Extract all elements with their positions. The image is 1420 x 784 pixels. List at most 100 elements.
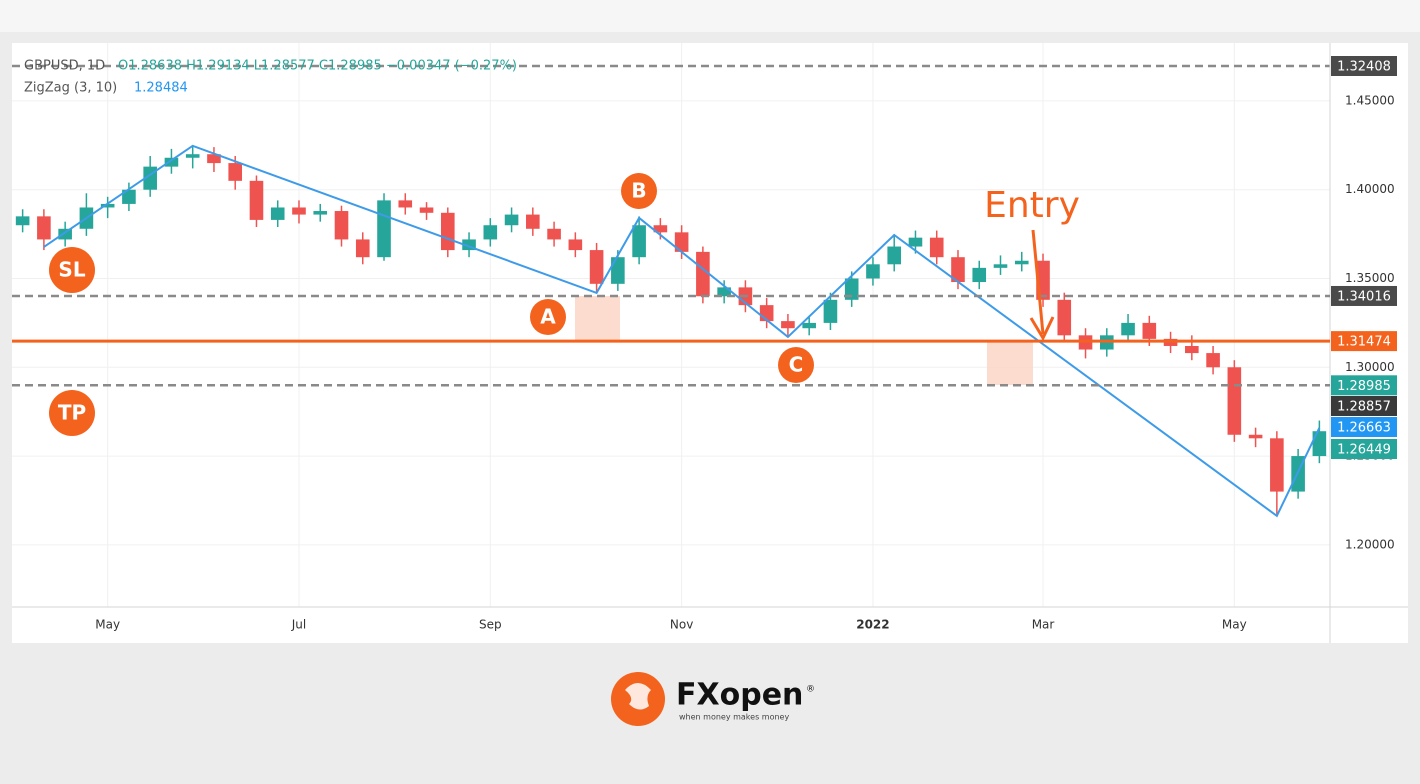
entry-label: Entry [984, 185, 1080, 226]
y-tick-label: 1.30000 [1345, 360, 1395, 374]
candle-body [781, 321, 795, 329]
candle-body [58, 228, 72, 240]
zone-entry [987, 340, 1033, 385]
a-circle [530, 299, 566, 335]
candle-body [653, 225, 668, 233]
candle-body [207, 154, 221, 164]
level-badge: 1.28985 [1337, 379, 1391, 394]
candle-body [398, 200, 413, 208]
c-circle [778, 347, 814, 383]
candle-body [1270, 438, 1284, 492]
logo: FXopen ® when money makes money [611, 672, 815, 726]
candle-body [228, 163, 243, 181]
candle-body [292, 207, 306, 215]
zigzag-line [43, 144, 1321, 518]
candle-body [887, 246, 902, 265]
candle-body [1057, 299, 1072, 336]
candle-body [611, 257, 625, 284]
candle-body [1014, 260, 1029, 265]
candle-body [37, 216, 51, 240]
candle-body [589, 250, 604, 284]
b-circle [621, 173, 657, 209]
candle-body [929, 237, 944, 258]
candle-body [674, 232, 689, 252]
y-tick-label: 1.20000 [1345, 537, 1395, 551]
logo-mark [625, 683, 651, 710]
candle-body [122, 189, 136, 204]
candle-body [1248, 434, 1263, 439]
candle-body [462, 239, 476, 251]
candle-body [844, 278, 859, 300]
x-tick-label: Nov [670, 618, 693, 632]
candle-body [568, 239, 583, 251]
entry-arrow [1031, 229, 1045, 335]
logo-reg: ® [806, 685, 815, 695]
price-badge-box [1331, 439, 1397, 459]
candle-body [504, 214, 519, 226]
candle-body [100, 203, 115, 208]
candle-body [993, 264, 1008, 268]
y-tick-label: 1.40000 [1345, 182, 1395, 196]
candle-body [1185, 345, 1199, 354]
y-tick-label: 1.35000 [1345, 271, 1395, 285]
a-label: A [540, 305, 556, 329]
x-tick-label: 2022 [856, 618, 889, 632]
candle-body [1142, 322, 1157, 339]
overlays: 1.200001.250001.300001.350001.400001.450… [12, 56, 1397, 632]
price-badge-box [1331, 417, 1397, 437]
plot [15, 144, 1327, 518]
candle-body [696, 251, 710, 297]
candle-body [1121, 322, 1135, 336]
candle-body [908, 237, 923, 247]
price-badge-box [1331, 56, 1397, 76]
top-strip [0, 0, 1420, 32]
candle-body [823, 299, 838, 323]
price-badge: 1.28857 [1337, 400, 1391, 415]
candle-body [526, 214, 540, 229]
candle-body [185, 154, 200, 158]
x-tick-label: May [95, 618, 120, 632]
grid [12, 43, 1330, 607]
marker-labels: SL TP A B C [58, 179, 804, 425]
c-label: C [789, 353, 804, 377]
candle-body [334, 211, 349, 240]
symbol: GBPUSD, 1D [24, 59, 105, 74]
candle-body [547, 228, 561, 240]
candle-body [972, 267, 987, 283]
candle-body [15, 216, 30, 226]
level-badge: 1.34016 [1337, 289, 1391, 304]
x-tick-label: May [1222, 618, 1247, 632]
b-label: B [631, 179, 646, 203]
markers [49, 173, 814, 436]
candle-body [951, 257, 965, 283]
candle-body [313, 211, 328, 215]
price-badge: 1.32408 [1337, 60, 1391, 75]
candle-body [1227, 367, 1242, 435]
candle-body [164, 157, 179, 167]
level-badge-box [1331, 285, 1397, 306]
zone-a [575, 296, 620, 340]
candle-body [419, 207, 434, 213]
level-badge-box [1331, 331, 1397, 352]
candle-body [717, 287, 731, 297]
logo-brand: FXopen [676, 678, 803, 713]
x-tick-label: Mar [1032, 618, 1055, 632]
y-tick-label: 1.45000 [1345, 93, 1395, 107]
sl-label: SL [58, 258, 85, 282]
logo-tagline: when money makes money [679, 713, 789, 722]
price-badge: 1.26663 [1337, 421, 1391, 436]
candle-body [802, 322, 816, 329]
entry-arrowhead [1029, 316, 1055, 342]
x-tick-label: Jul [291, 618, 306, 632]
candle-body [632, 225, 646, 258]
level-badge-box [1331, 375, 1397, 396]
price-badge-box [1331, 396, 1397, 416]
candle-body [440, 212, 455, 251]
candle-body [249, 180, 264, 220]
ohlc: O1.28638 H1.29134 L1.28577 C1.28985 −0.0… [118, 59, 517, 74]
indicator-value: 1.28484 [134, 81, 188, 96]
candle-body [355, 239, 370, 258]
chart-panel [12, 43, 1408, 643]
